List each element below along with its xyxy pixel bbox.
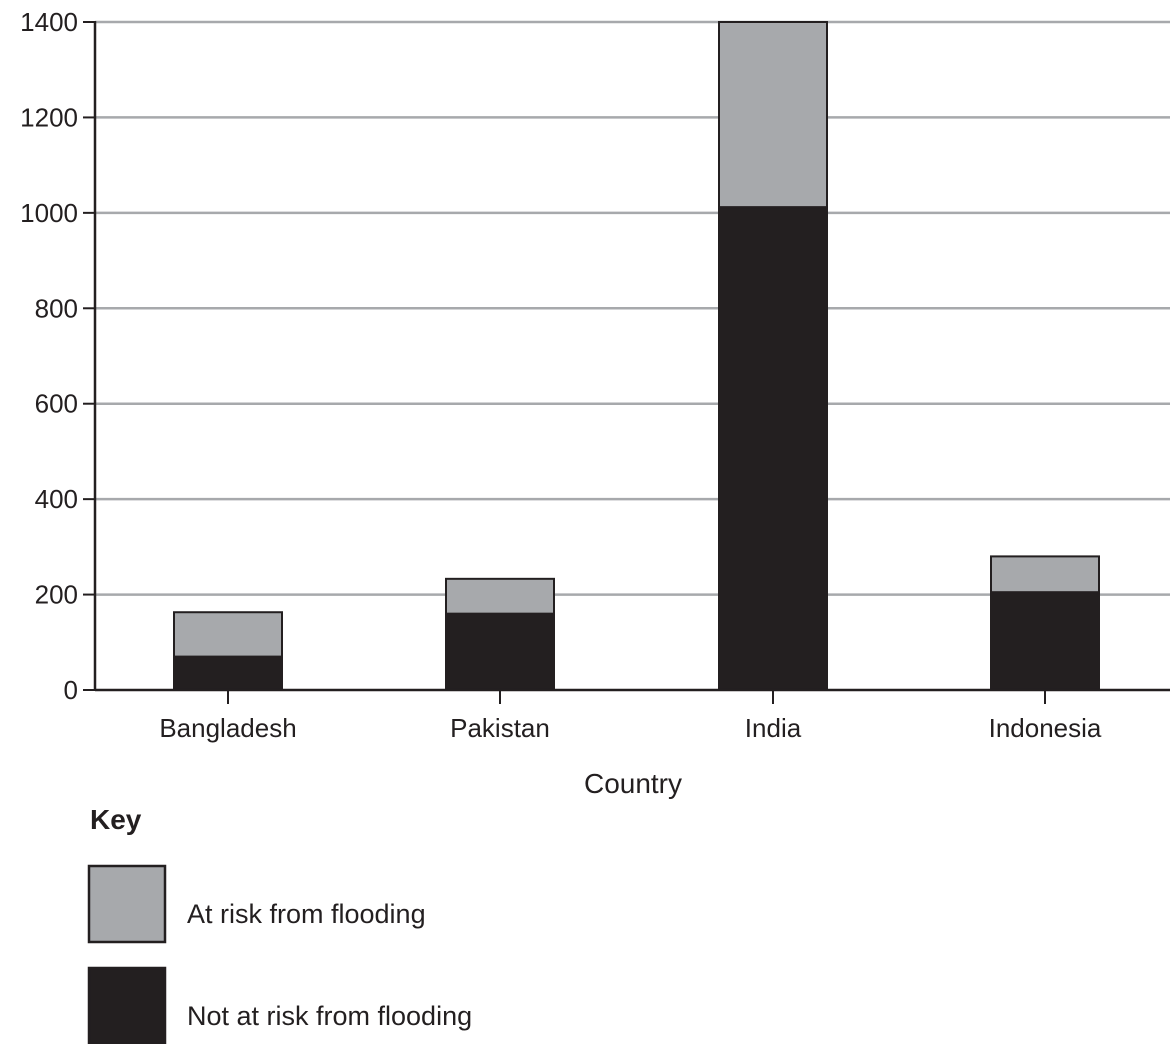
y-tick-label: 1000: [20, 198, 78, 228]
y-tick-label: 1200: [20, 102, 78, 132]
bar-segment: [718, 206, 828, 691]
x-tick-label: Pakistan: [450, 713, 550, 743]
bar-segment: [173, 655, 283, 691]
bar-segment: [990, 555, 1100, 594]
legend-title: Key: [90, 804, 142, 835]
y-tick-labels: 0 200 400 600 800 1000 1200 1400: [20, 7, 95, 705]
y-tick-label: 200: [35, 580, 78, 610]
legend-label: Not at risk from flooding: [187, 1001, 472, 1031]
bars: [173, 21, 1100, 692]
x-tick-label: India: [745, 713, 802, 743]
legend-items: At risk from flooding Not at risk from fl…: [87, 864, 472, 1044]
y-tick-label: 400: [35, 484, 78, 514]
bar-segment: [445, 577, 555, 615]
bar-segment: [445, 612, 555, 692]
legend-swatch: [87, 966, 167, 1044]
bar-segment: [990, 591, 1100, 692]
gridlines: [95, 20, 1170, 596]
legend: Key At risk from flooding Not at risk fro…: [87, 804, 472, 1044]
legend-label: At risk from flooding: [187, 899, 426, 929]
x-tick-label: Indonesia: [989, 713, 1102, 743]
x-tick-labels: Bangladesh Pakistan India Indonesia: [159, 690, 1102, 743]
y-tick-label: 0: [64, 675, 78, 705]
y-tick-label: 800: [35, 293, 78, 323]
y-tick-label: 1400: [20, 7, 78, 37]
legend-swatch: [87, 864, 167, 944]
bar-segment: [173, 611, 283, 658]
x-tick-label: Bangladesh: [159, 713, 296, 743]
y-tick-label: 600: [35, 389, 78, 419]
axes: [93, 21, 1170, 692]
x-axis-title: Country: [584, 768, 682, 799]
bar-segment: [718, 21, 828, 209]
